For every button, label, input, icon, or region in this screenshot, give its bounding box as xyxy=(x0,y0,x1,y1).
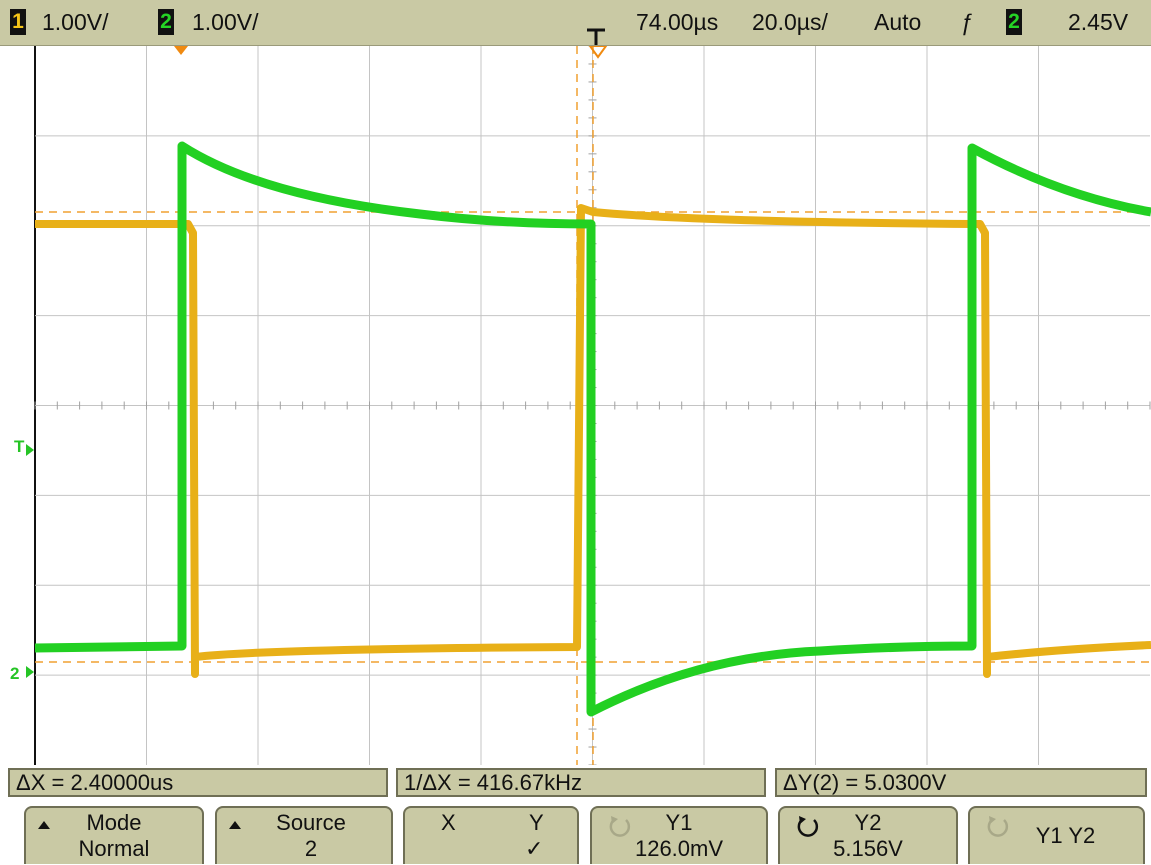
channel1-scale[interactable]: 1.00V/ xyxy=(42,9,109,35)
y2-softkey[interactable]: Y2 5.156V xyxy=(778,806,958,864)
softkey-menu: Mode Normal Source 2 X Y ✓ Y1 126.0mV Y2… xyxy=(0,799,1151,865)
softkey-value: Normal xyxy=(78,836,150,861)
delta-x-readout: ΔX = 2.40000us xyxy=(8,768,388,797)
ch1-offset-marker[interactable] xyxy=(174,46,188,55)
channel2-scale[interactable]: 1.00V/ xyxy=(192,9,259,35)
trigger-time-marker[interactable] xyxy=(588,45,608,59)
time-scale[interactable]: 20.0µs/ xyxy=(752,9,828,35)
softkey-label: Y1 xyxy=(665,810,693,835)
trigger-level[interactable]: 2.45V xyxy=(1068,9,1129,35)
softkey-label: Mode xyxy=(86,810,142,835)
waveform-graticule: T 2 xyxy=(10,45,1151,766)
time-delay[interactable]: 74.00µs xyxy=(636,9,719,35)
softkey-label: Y1 Y2 xyxy=(1035,823,1096,848)
channel2-badge[interactable]: 2 xyxy=(158,9,174,35)
inverse-delta-x-readout: 1/ΔX = 416.67kHz xyxy=(396,768,766,797)
softkey-label: Y2 xyxy=(854,810,882,835)
softkey-value: 5.156V xyxy=(833,836,903,861)
channel2-trace xyxy=(34,141,1151,717)
softkey-label: Source xyxy=(276,810,346,835)
ch2-ground-arrow xyxy=(26,666,34,678)
softkey-x-label: X xyxy=(441,810,456,835)
trigger-slope-icon: ƒ xyxy=(960,9,973,35)
checkmark-icon: ✓ xyxy=(525,836,544,861)
measurement-bar: ΔX = 2.40000us 1/ΔX = 416.67kHz ΔY(2) = … xyxy=(0,765,1151,799)
rotate-knob-icon xyxy=(797,816,819,837)
mode-softkey[interactable]: Mode Normal xyxy=(24,806,204,864)
channel1-badge[interactable]: 1 xyxy=(10,9,26,35)
source-softkey[interactable]: Source 2 xyxy=(215,806,393,864)
channel1-trace xyxy=(35,204,1151,678)
trigger-level-marker[interactable]: T xyxy=(14,437,25,456)
y1-y2-softkey[interactable]: Y1 Y2 xyxy=(968,806,1145,864)
softkey-value: 2 xyxy=(304,836,318,861)
rotate-knob-icon xyxy=(609,816,631,837)
menu-up-icon xyxy=(229,821,241,829)
ch2-ground-marker[interactable]: 2 xyxy=(10,664,19,683)
trigger-source-badge[interactable]: 2 xyxy=(1006,9,1022,35)
rotate-knob-icon xyxy=(987,816,1009,837)
delta-y-readout: ΔY(2) = 5.0300V xyxy=(775,768,1147,797)
menu-up-icon xyxy=(38,821,50,829)
trigger-mode[interactable]: Auto xyxy=(874,9,922,35)
xy-softkey[interactable]: X Y ✓ xyxy=(403,806,579,864)
waveform-display[interactable]: T 2 xyxy=(0,45,1151,766)
trigger-level-arrow xyxy=(26,444,34,456)
y1-softkey[interactable]: Y1 126.0mV xyxy=(590,806,768,864)
softkey-value: 126.0mV xyxy=(634,836,724,861)
trigger-position-icon xyxy=(587,28,605,45)
softkey-y-label: Y xyxy=(529,810,544,835)
status-bar: 1 1.00V/ 2 1.00V/ 74.00µs 20.0µs/ Auto ƒ… xyxy=(0,0,1151,46)
